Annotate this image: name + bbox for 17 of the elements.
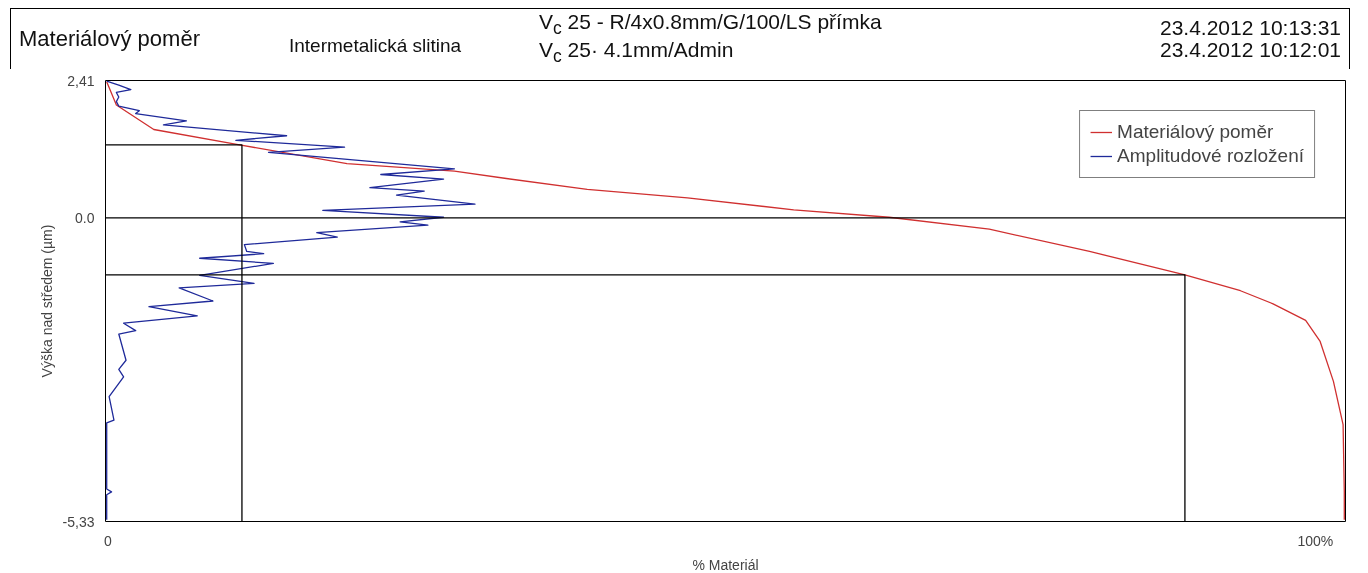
- text: V$_{c}$ 25 - R/4x0.8mm/G/100/LS přímka: [539, 10, 882, 39]
- legend-label: Materiálový poměr: [1117, 121, 1274, 143]
- y-tick-label: 2,41: [67, 72, 95, 89]
- text: 23.4.2012 10:13:31: [1159, 16, 1341, 40]
- x-tick-label: 0: [104, 532, 113, 549]
- x-tick-label: 100%: [1297, 532, 1334, 549]
- line-series: [106, 80, 1345, 521]
- y-tick-label: -5,33: [62, 513, 95, 530]
- line-series: [106, 80, 476, 521]
- chart-subtitle: Intermetalická slitina: [289, 33, 463, 58]
- text: 23.4.2012 10:12:01: [1159, 38, 1341, 62]
- legend-label: Amplitudové rozložení: [1117, 145, 1304, 167]
- chart-title: Materiálový poměr: [19, 25, 201, 54]
- text: V$_{c}$ 25· 4.1mm/Admin: [539, 38, 734, 67]
- y-tick-label: 0.0: [75, 209, 95, 226]
- x-axis-title: % Materiál: [692, 556, 759, 573]
- y-axis-title: Výška nad středem (µm): [38, 224, 55, 378]
